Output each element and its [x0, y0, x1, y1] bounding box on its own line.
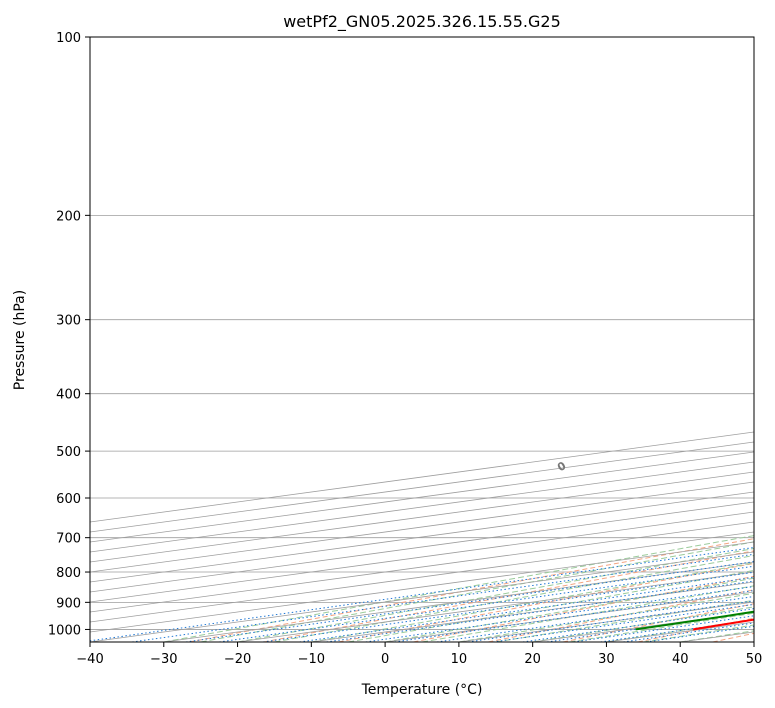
- moist-adiabat-line: [606, 618, 754, 642]
- isotherm-line: [90, 451, 754, 543]
- isotherm-line: [606, 621, 754, 642]
- temperature-trace: [693, 618, 754, 631]
- y-tick-label: 100: [56, 31, 81, 46]
- x-tick-label: 30: [598, 652, 615, 667]
- y-tick-label: 500: [56, 445, 81, 460]
- y-tick-label: 1000: [48, 623, 81, 638]
- moist-adiabat-line: [385, 577, 754, 642]
- x-axis-label: Temperature (°C): [361, 682, 483, 698]
- mixing-ratio-line: [90, 546, 754, 642]
- moist-adiabat-line: [200, 541, 754, 642]
- y-axis-label: Pressure (hPa): [12, 290, 28, 390]
- isotherm-line: [385, 591, 754, 642]
- isotherm-line: [90, 521, 754, 613]
- mixing-ratio-line: [299, 576, 754, 642]
- isotherm-line: [90, 481, 754, 573]
- moist-adiabat-line: [163, 535, 754, 642]
- y-tick-label: 300: [56, 314, 81, 329]
- moist-adiabat-line: [495, 599, 754, 642]
- isotherm-line: [90, 431, 754, 523]
- x-tick-label: −30: [150, 652, 177, 667]
- y-tick-label: 600: [56, 492, 81, 507]
- isotherm-line: [90, 501, 754, 593]
- moist-adiabat-line: [458, 592, 754, 642]
- mixing-ratio-line: [522, 608, 754, 642]
- isotherm-line: [90, 491, 754, 583]
- moist-adiabat-line: [237, 548, 754, 642]
- x-tick-label: −40: [76, 652, 103, 667]
- x-tick-label: 10: [451, 652, 468, 667]
- chart-title: wetPf2_GN05.2025.326.15.55.G25: [283, 12, 561, 32]
- dry-adiabat-line: [712, 632, 754, 642]
- dry-adiabat-line: [413, 575, 754, 642]
- dry-adiabat-line: [562, 603, 754, 642]
- isotherm-line: [90, 541, 754, 633]
- isotherm-line: [753, 641, 754, 642]
- x-tick-label: 40: [672, 652, 689, 667]
- isotherm-line: [90, 471, 754, 563]
- moist-adiabat-line: [569, 612, 754, 642]
- moist-adiabat-label: 0: [555, 459, 568, 474]
- x-tick-label: −10: [298, 652, 325, 667]
- moist-adiabat-line: [680, 630, 754, 642]
- x-tick-label: 20: [524, 652, 541, 667]
- x-axis: −40 −30 −20 −10 0 10 20 30 40 50: [76, 642, 762, 667]
- mixing-ratio-line: [132, 553, 754, 642]
- isotherm-line: [90, 531, 754, 623]
- y-tick-label: 200: [56, 209, 81, 224]
- mixing-ratio-line: [468, 600, 754, 642]
- y-tick-label: 900: [56, 596, 81, 611]
- y-axis: 100 200 300 400 500 600 700 800 900 1000: [48, 31, 90, 638]
- plot-frame: [89, 36, 755, 643]
- x-tick-label: 50: [746, 652, 763, 667]
- moist-adiabat-line: [274, 554, 754, 642]
- dry-adiabat-line: [338, 562, 754, 642]
- mixing-ratio-line: [185, 561, 754, 642]
- isotherm-line: [90, 551, 754, 642]
- x-tick-label: −20: [224, 652, 251, 667]
- mixing-ratio-line: [492, 603, 754, 642]
- moist-adiabat-line: [532, 606, 754, 642]
- isotherm-line: [90, 511, 754, 603]
- isotherm-line: [90, 441, 754, 533]
- plot-area: [90, 37, 754, 642]
- dry-adiabat-line: [488, 589, 754, 642]
- isotherm-line: [311, 581, 754, 642]
- dry-adiabat-line: [263, 550, 754, 642]
- moist-adiabat-line: [311, 562, 754, 642]
- x-tick-label: 0: [381, 652, 389, 667]
- moist-adiabat-line: [348, 569, 754, 642]
- isotherm-line: [90, 461, 754, 553]
- mixing-ratio-line: [436, 596, 754, 642]
- moist-adiabat-line: [421, 585, 754, 642]
- y-tick-label: 400: [56, 388, 81, 403]
- y-tick-label: 800: [56, 566, 81, 581]
- y-tick-label: 700: [56, 532, 81, 547]
